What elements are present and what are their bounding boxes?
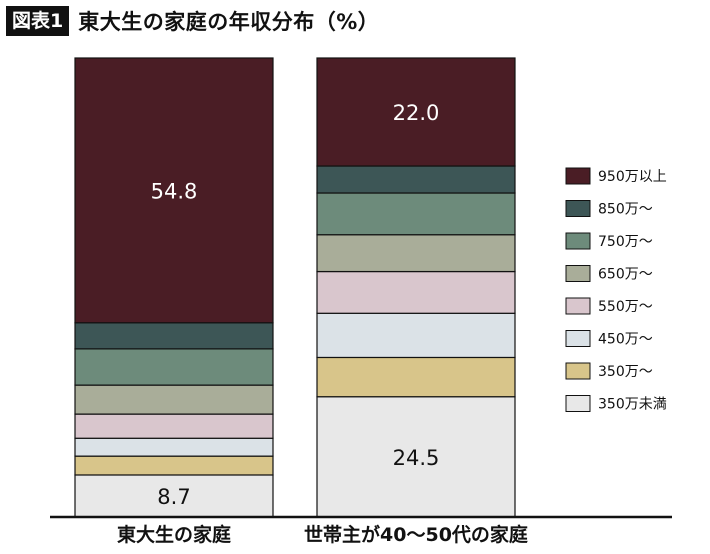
bar-segment-1-5: [316, 192, 516, 236]
bar-segment-0-7: [74, 57, 274, 324]
bar-segment-0-3: [74, 413, 274, 439]
legend-swatch-4: [565, 297, 591, 315]
legend-label-3: 650万〜: [598, 267, 653, 283]
bar-segment-1-4: [316, 234, 516, 273]
data-label-0-0: 8.7: [157, 485, 190, 509]
legend-swatch-1: [565, 200, 591, 217]
bar-segment-1-3: [316, 270, 516, 314]
category-label-1: 世帯主が40〜50代の家庭: [304, 523, 528, 546]
legend-label-0: 950万以上: [598, 169, 667, 185]
legend-label-4: 550万〜: [598, 299, 653, 315]
bar-segment-1-1: [316, 356, 516, 398]
category-label-0: 東大生の家庭: [117, 523, 231, 546]
legend-swatch-3: [565, 265, 591, 282]
legend-label-5: 450万〜: [598, 332, 653, 348]
bar-segment-0-6: [74, 322, 274, 350]
bar-segment-0-5: [74, 348, 274, 386]
bar-segment-1-2: [316, 312, 516, 359]
data-label-1-0: 24.5: [393, 446, 440, 470]
legend-swatch-2: [565, 232, 591, 250]
legend-swatch-5: [565, 330, 591, 347]
legend-swatch-6: [565, 362, 591, 380]
figure-badge: 図表1: [6, 6, 70, 36]
legend-swatch-0: [565, 167, 591, 185]
bar-segment-0-4: [74, 384, 274, 415]
chart-title: 東大生の家庭の年収分布（%）: [78, 10, 380, 34]
legend-label-7: 350万未満: [598, 397, 667, 413]
bar-segment-1-0: [316, 396, 516, 518]
bar-segment-0-2: [74, 437, 274, 457]
bar-segment-1-6: [316, 165, 516, 194]
legend-label-6: 350万〜: [598, 364, 653, 380]
bar-segment-0-1: [74, 455, 274, 476]
chart-header: 図表1 東大生の家庭の年収分布（%）: [6, 6, 379, 36]
data-label-1-7: 22.0: [393, 101, 440, 125]
data-label-0-7: 54.8: [151, 179, 198, 203]
bar-segment-0-0: [74, 474, 274, 518]
legend-swatch-7: [565, 395, 591, 412]
bar-segment-1-7: [316, 57, 516, 167]
legend-label-1: 850万〜: [598, 202, 653, 218]
legend-label-2: 750万〜: [598, 234, 653, 250]
